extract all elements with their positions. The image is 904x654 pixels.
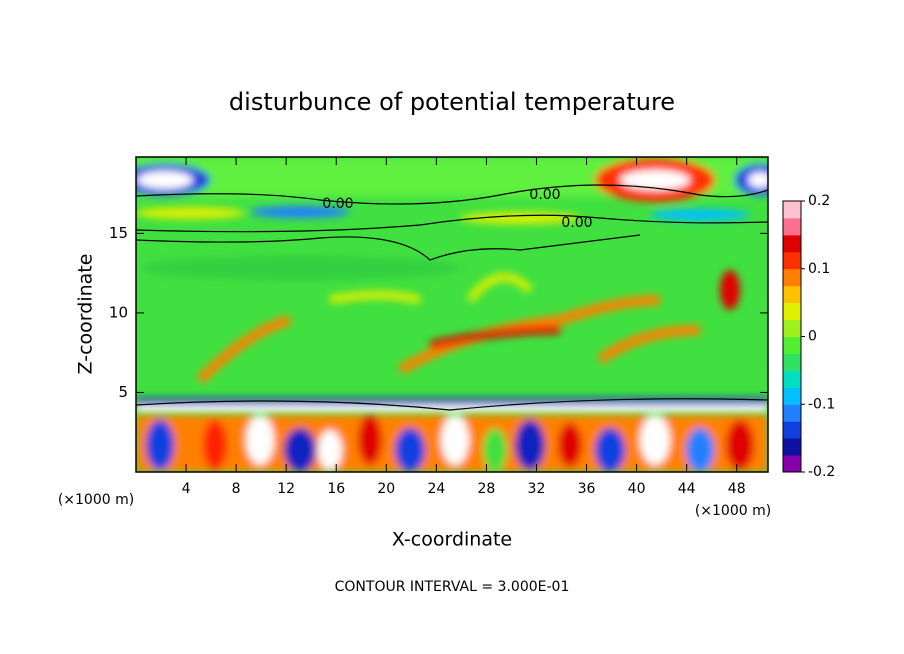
x-tick-label: 12 [277, 481, 295, 497]
colorbar-tick-label: 0.2 [808, 193, 830, 209]
colorbar-swatch [783, 455, 801, 473]
colorbar-tick-label: -0.1 [808, 396, 835, 412]
colorbar-swatch [783, 336, 801, 354]
colorbar-swatch [783, 217, 801, 236]
x-axis-label: X-coordinate [392, 529, 512, 551]
y-axis-label: Z-coordinate [75, 254, 97, 375]
colorbar-swatch [783, 268, 801, 287]
colorbar-swatch [783, 251, 801, 270]
x-tick-label: 32 [528, 481, 546, 497]
colorbar-swatch [783, 353, 801, 371]
annotation: CONTOUR INTERVAL = 3.000E-01 [335, 579, 570, 595]
x-unit: (×1000 m) [58, 492, 134, 508]
colorbar-swatch [783, 370, 801, 388]
field [136, 157, 768, 472]
colorbar-swatch [783, 201, 801, 219]
x-tick-label: 48 [728, 481, 746, 497]
colorbar-swatch [783, 319, 801, 337]
x-tick-label: 36 [578, 481, 596, 497]
x-tick-label: 16 [327, 481, 345, 497]
colorbar-tick-label: 0.1 [808, 261, 830, 277]
x-tick-label: 8 [232, 481, 241, 497]
contour-label: 0.00 [561, 215, 592, 231]
y-tick-label: 10 [109, 303, 128, 321]
chart-title: disturbunce of potential temperature [229, 88, 675, 116]
x-tick-label: 40 [628, 481, 646, 497]
colorbar-swatch [783, 234, 801, 253]
x-tick-label: 4 [182, 481, 191, 497]
colorbar-tick-label: -0.2 [808, 464, 835, 480]
colorbar-swatch [783, 421, 801, 439]
x-tick-label: 20 [377, 481, 395, 497]
contour-label: 0.00 [322, 196, 353, 212]
y-tick-label: 15 [109, 224, 128, 242]
plot-frame [135, 156, 769, 473]
x-tick-label: 44 [678, 481, 696, 497]
colorbar-swatch [783, 387, 801, 405]
x-tick-label: 24 [427, 481, 445, 497]
colorbar-swatch [783, 438, 801, 456]
x-unit: (×1000 m) [695, 503, 771, 519]
y-tick-label: 5 [118, 383, 128, 401]
x-tick-label: 28 [478, 481, 496, 497]
colorbar-swatch [783, 302, 801, 321]
colorbar-swatch [783, 285, 801, 304]
colorbar-tick-label: 0 [808, 329, 817, 345]
contour-label: 0.00 [529, 187, 560, 203]
colorbar-swatch [783, 404, 801, 422]
